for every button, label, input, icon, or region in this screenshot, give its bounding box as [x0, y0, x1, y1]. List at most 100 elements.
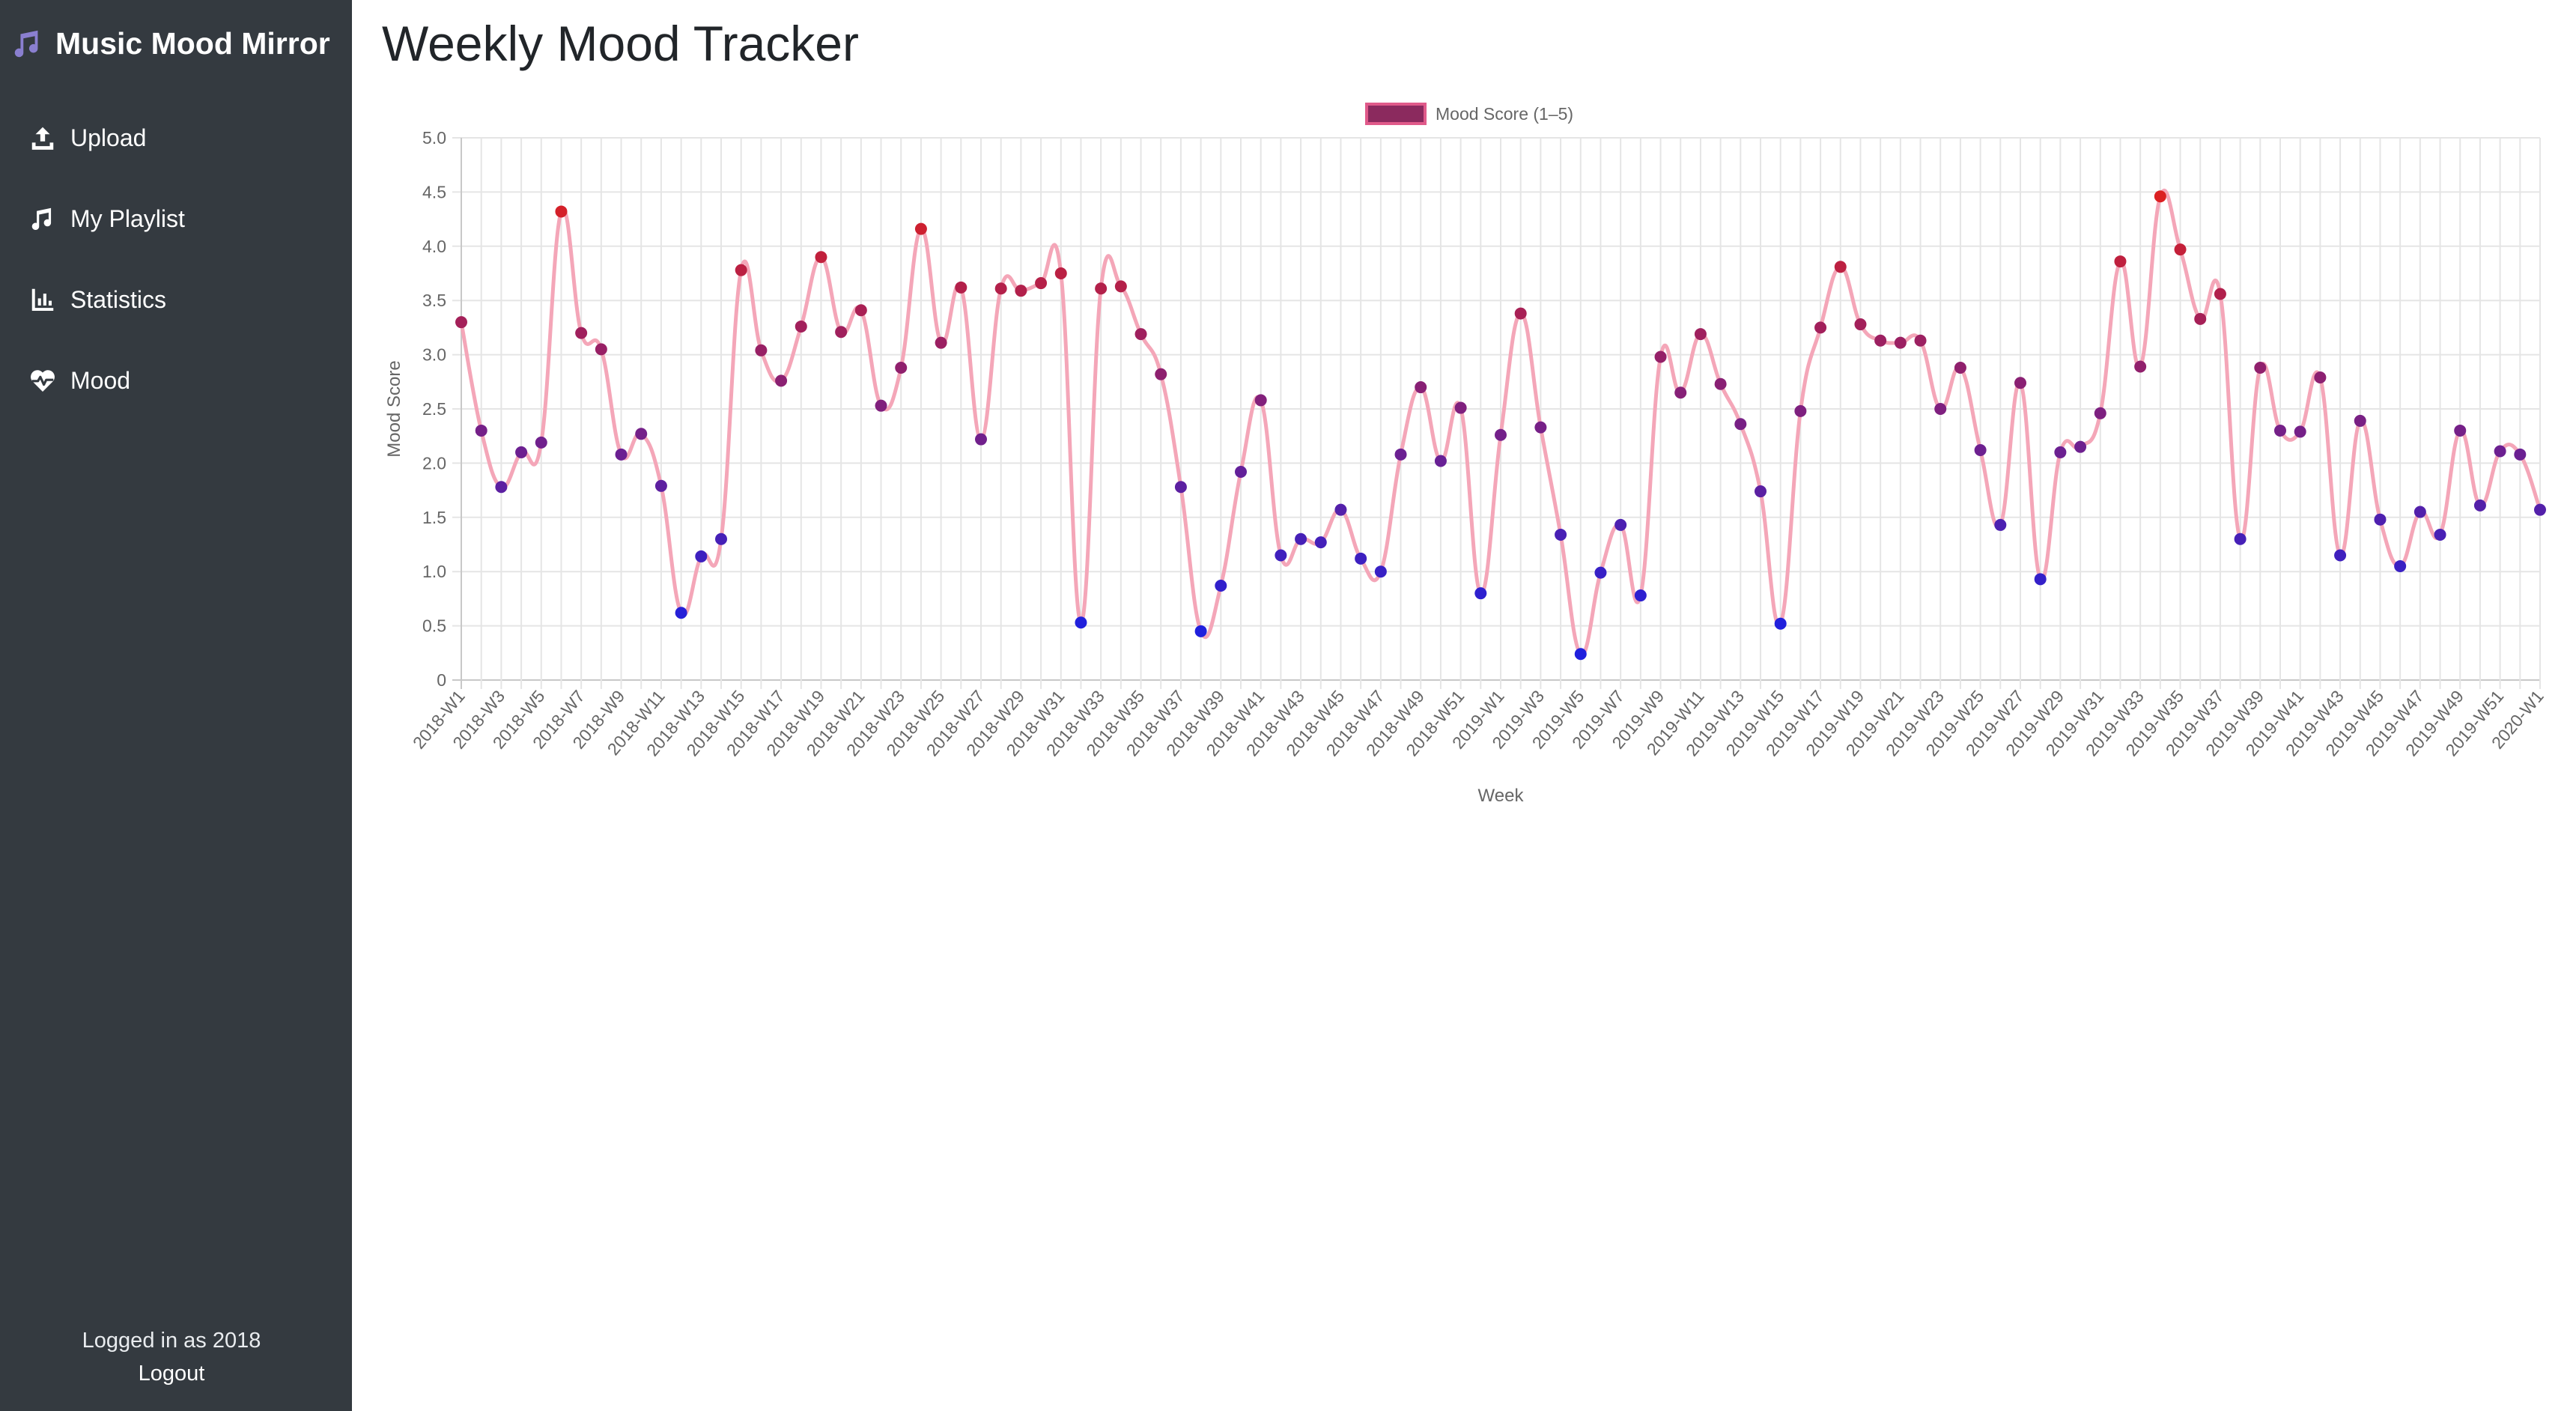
data-point[interactable]	[2434, 528, 2446, 541]
logout-link[interactable]: Logout	[138, 1362, 205, 1386]
data-point[interactable]	[1714, 377, 1727, 390]
data-point[interactable]	[1334, 503, 1347, 516]
data-point[interactable]	[1134, 328, 1147, 341]
data-point[interactable]	[1674, 386, 1687, 399]
data-point[interactable]	[1755, 485, 1767, 498]
data-point[interactable]	[755, 344, 768, 356]
data-point[interactable]	[1374, 565, 1387, 578]
data-point[interactable]	[635, 428, 648, 440]
data-point[interactable]	[895, 361, 908, 374]
data-point[interactable]	[1194, 625, 1207, 637]
data-point[interactable]	[1514, 307, 1527, 320]
data-point[interactable]	[1235, 465, 1247, 478]
data-point[interactable]	[1495, 428, 1507, 441]
data-point[interactable]	[1594, 566, 1607, 579]
data-point[interactable]	[1254, 394, 1267, 407]
data-point[interactable]	[1155, 368, 1167, 380]
sidebar-item-my-playlist[interactable]: My Playlist	[0, 178, 352, 259]
sidebar-item-upload[interactable]: Upload	[0, 97, 352, 178]
data-point[interactable]	[715, 532, 727, 545]
data-point[interactable]	[2034, 573, 2047, 586]
data-point[interactable]	[1295, 532, 1307, 545]
data-point[interactable]	[1434, 455, 1447, 467]
data-point[interactable]	[1994, 518, 2007, 531]
legend-label[interactable]: Mood Score (1–5)	[1436, 104, 1573, 124]
data-point[interactable]	[1954, 361, 1966, 374]
data-point[interactable]	[2074, 440, 2087, 453]
data-point[interactable]	[1314, 536, 1327, 549]
data-point[interactable]	[1394, 448, 1407, 461]
data-point[interactable]	[2174, 243, 2187, 256]
data-point[interactable]	[1555, 528, 1567, 541]
data-point[interactable]	[1574, 648, 1587, 661]
data-point[interactable]	[795, 320, 807, 333]
data-point[interactable]	[2254, 361, 2267, 374]
data-point[interactable]	[675, 607, 687, 619]
data-point[interactable]	[1874, 334, 1887, 347]
legend-swatch[interactable]	[1365, 103, 1427, 125]
data-point[interactable]	[595, 343, 607, 356]
data-point[interactable]	[1215, 580, 1227, 592]
data-point[interactable]	[1974, 444, 1987, 457]
data-point[interactable]	[2534, 503, 2546, 516]
data-point[interactable]	[1854, 318, 1867, 331]
data-point[interactable]	[2514, 448, 2527, 461]
data-point[interactable]	[2354, 414, 2366, 427]
data-point[interactable]	[2154, 190, 2166, 203]
data-point[interactable]	[2214, 288, 2226, 300]
sidebar-item-mood[interactable]: Mood	[0, 340, 352, 421]
data-point[interactable]	[1035, 277, 1048, 290]
data-point[interactable]	[1654, 351, 1667, 363]
data-point[interactable]	[2414, 506, 2426, 518]
data-point[interactable]	[1095, 282, 1108, 295]
data-point[interactable]	[1454, 401, 1467, 414]
data-point[interactable]	[2314, 371, 2327, 384]
data-point[interactable]	[775, 374, 788, 387]
data-point[interactable]	[835, 326, 848, 339]
data-point[interactable]	[2054, 446, 2067, 458]
data-point[interactable]	[1054, 267, 1067, 279]
data-point[interactable]	[2374, 513, 2387, 526]
data-point[interactable]	[1834, 261, 1847, 273]
data-point[interactable]	[515, 446, 528, 458]
data-point[interactable]	[1075, 616, 1087, 629]
data-point[interactable]	[2473, 499, 2486, 512]
data-point[interactable]	[1474, 587, 1487, 600]
data-point[interactable]	[2114, 255, 2127, 268]
data-point[interactable]	[1275, 549, 1287, 562]
data-point[interactable]	[695, 550, 708, 562]
data-point[interactable]	[1774, 617, 1787, 630]
data-point[interactable]	[1634, 589, 1647, 602]
data-point[interactable]	[1814, 321, 1827, 334]
data-point[interactable]	[815, 251, 827, 264]
data-point[interactable]	[555, 205, 568, 218]
data-point[interactable]	[2014, 377, 2026, 389]
brand[interactable]: Music Mood Mirror	[10, 21, 330, 66]
data-point[interactable]	[875, 399, 887, 412]
data-point[interactable]	[1174, 481, 1187, 494]
data-point[interactable]	[994, 282, 1007, 295]
data-point[interactable]	[1894, 336, 1907, 349]
data-point[interactable]	[2134, 360, 2147, 373]
data-point[interactable]	[2334, 549, 2347, 562]
data-point[interactable]	[2194, 312, 2207, 325]
data-point[interactable]	[1794, 404, 1807, 417]
data-point[interactable]	[854, 304, 867, 317]
data-point[interactable]	[535, 436, 547, 449]
data-point[interactable]	[2394, 559, 2407, 572]
data-point[interactable]	[654, 479, 667, 492]
data-point[interactable]	[955, 281, 967, 294]
data-point[interactable]	[935, 336, 947, 349]
data-point[interactable]	[1694, 328, 1707, 341]
data-point[interactable]	[2094, 407, 2106, 419]
data-point[interactable]	[1934, 403, 1947, 415]
data-point[interactable]	[1355, 552, 1367, 565]
data-point[interactable]	[1914, 334, 1927, 347]
data-point[interactable]	[1015, 285, 1027, 297]
data-point[interactable]	[914, 222, 927, 235]
data-point[interactable]	[735, 264, 747, 276]
data-point[interactable]	[1614, 518, 1627, 531]
data-point[interactable]	[1415, 381, 1427, 394]
data-point[interactable]	[2454, 424, 2467, 437]
data-point[interactable]	[475, 424, 487, 437]
